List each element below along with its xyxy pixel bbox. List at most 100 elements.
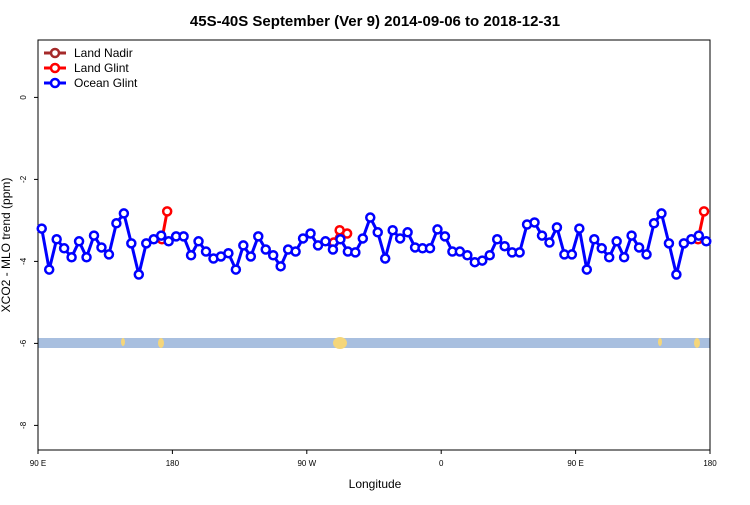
data-point — [73, 236, 85, 247]
x-tick-label: 180 — [703, 459, 717, 468]
data-point — [484, 250, 495, 261]
y-tick-label: -2 — [19, 175, 28, 183]
data-point — [327, 244, 339, 255]
data-point — [432, 224, 443, 235]
data-point — [618, 252, 630, 263]
data-point — [230, 264, 242, 275]
data-point — [514, 247, 525, 258]
data-point — [566, 249, 578, 260]
x-axis-label: Longitude — [349, 477, 402, 491]
data-point — [43, 264, 55, 275]
data-point — [626, 230, 637, 241]
data-point — [648, 218, 660, 229]
map-strip — [38, 337, 710, 349]
legend-label: Land Glint — [74, 61, 129, 75]
data-point — [551, 222, 563, 233]
x-tick-label: 0 — [439, 459, 444, 468]
data-point — [253, 231, 264, 242]
data-point — [223, 247, 234, 259]
data-point — [656, 208, 667, 219]
y-tick-label: -4 — [19, 257, 28, 265]
data-point — [701, 236, 712, 247]
legend-label: Land Nadir — [74, 46, 133, 60]
data-point — [88, 230, 100, 241]
data-point — [193, 236, 204, 247]
data-point — [238, 240, 249, 251]
data-point — [589, 234, 600, 245]
data-point — [133, 269, 145, 280]
data-point — [365, 212, 376, 223]
data-point — [305, 228, 316, 239]
data-point — [163, 236, 174, 247]
data-point — [96, 242, 107, 253]
data-point — [51, 234, 62, 245]
data-point — [698, 206, 710, 217]
data-point — [693, 230, 705, 241]
data-point — [341, 228, 353, 239]
data-point — [185, 250, 197, 261]
data-point — [118, 208, 130, 219]
legend-label: Ocean Glint — [74, 76, 138, 90]
legend-marker — [49, 62, 61, 74]
data-point — [245, 251, 257, 262]
data-point — [574, 223, 585, 234]
data-point — [596, 243, 607, 254]
data-point — [335, 234, 346, 245]
plot-frame — [37, 39, 711, 451]
data-point — [387, 224, 398, 236]
data-point — [320, 236, 331, 247]
y-axis-label: XCO2 - MLO trend (ppm) — [0, 178, 13, 313]
data-point — [603, 252, 615, 263]
data-point — [161, 206, 173, 217]
legend-marker — [49, 47, 61, 59]
x-tick-label: 90 E — [30, 459, 46, 468]
data-point — [394, 233, 406, 244]
data-point — [141, 238, 152, 249]
data-point — [260, 244, 271, 255]
data-point — [477, 255, 488, 266]
data-point — [36, 223, 47, 234]
data-point — [536, 230, 548, 241]
data-point — [126, 238, 137, 249]
data-point — [312, 240, 324, 251]
x-tick-label: 90 W — [297, 459, 316, 468]
data-point — [641, 249, 652, 260]
data-point — [267, 250, 279, 261]
legend-marker — [49, 77, 61, 89]
data-point — [529, 217, 540, 228]
x-tick-label: 180 — [166, 459, 180, 468]
data-point — [379, 253, 391, 264]
data-point — [200, 246, 212, 257]
data-point — [663, 238, 675, 249]
y-tick-label: -8 — [19, 421, 28, 429]
data-point — [544, 237, 555, 248]
data-point — [103, 249, 115, 260]
data-point — [611, 236, 622, 247]
data-point — [350, 247, 361, 258]
data-point — [633, 242, 645, 253]
data-point — [424, 243, 436, 254]
data-point — [357, 233, 369, 244]
data-point — [499, 240, 510, 252]
data-point — [491, 234, 503, 245]
data-point — [58, 243, 70, 254]
data-point — [671, 269, 682, 280]
data-point — [372, 227, 383, 238]
chart-title: 45S-40S September (Ver 9) 2014-09-06 to … — [190, 13, 560, 30]
data-point — [66, 252, 77, 263]
data-point — [290, 246, 301, 257]
data-point — [402, 227, 413, 238]
data-point — [297, 233, 309, 244]
data-point — [275, 261, 286, 272]
data-point — [155, 230, 167, 241]
y-tick-label: 0 — [19, 95, 28, 100]
data-point — [678, 238, 690, 249]
data-point — [462, 250, 473, 261]
data-point — [111, 218, 122, 229]
data-point — [439, 231, 451, 242]
data-point — [81, 252, 92, 263]
data-point — [581, 264, 593, 275]
y-tick-label: -6 — [19, 339, 28, 347]
data-point — [178, 231, 189, 242]
